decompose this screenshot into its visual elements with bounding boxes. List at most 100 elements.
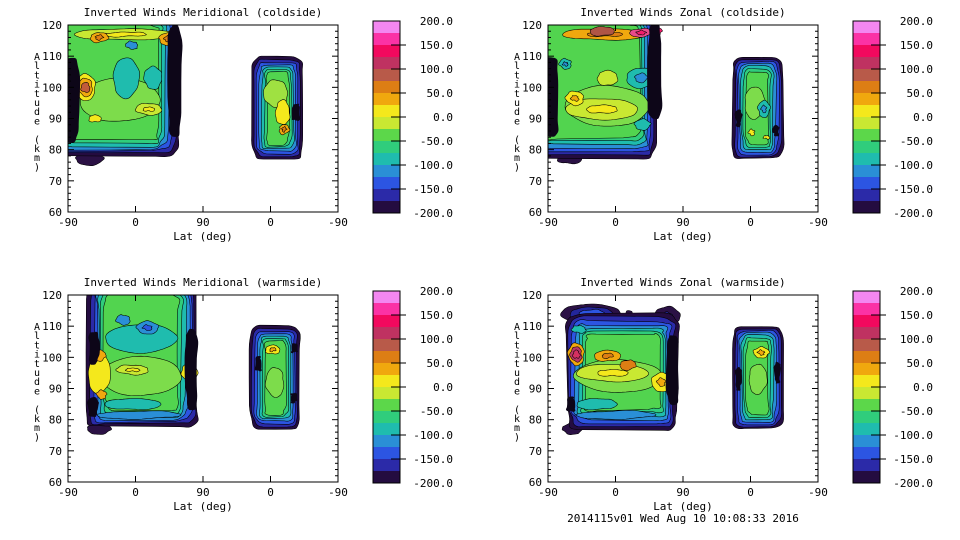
colorbar-label: 200.0 [420,15,453,28]
colorbar-label: -50.0 [900,135,933,148]
x-tick-label: 90 [676,486,689,499]
y-axis-label-char: i [34,350,40,361]
y-tick-label: 110 [522,50,542,63]
colorbar-label: 100.0 [900,63,933,76]
y-axis-label-char: u [34,98,40,109]
colorbar-band [373,423,400,435]
y-axis-label-char: d [34,107,40,118]
colorbar-label: 100.0 [420,333,453,346]
colorbar-band [853,165,880,177]
y-axis-label-char: d [34,377,40,388]
colorbar-band [853,69,880,81]
colorbar-label: 100.0 [420,63,453,76]
axes [547,24,819,213]
colorbar-band [373,33,400,45]
y-tick-label: 60 [529,476,542,489]
colorbar-band [373,459,400,471]
colorbar-label: -200.0 [893,477,933,490]
colorbar-label: -100.0 [893,159,933,172]
y-axis-label-char: k [34,144,40,155]
y-axis-label-char: m [34,423,40,434]
y-tick-label: 110 [522,320,542,333]
colorbar-band [853,153,880,165]
y-tick-label: 80 [49,414,62,427]
y-tick-label: 120 [522,289,542,302]
y-axis-label-char: i [34,80,40,91]
axes [67,294,339,483]
y-axis-label-char: u [514,98,520,109]
colorbar-band [853,471,880,483]
colorbar-label: 0.0 [433,381,453,394]
colorbar-band [373,69,400,81]
y-tick-label: 110 [42,320,62,333]
colorbar-label: -100.0 [413,429,453,442]
y-tick-label: 90 [529,383,542,396]
colorbar-label: 50.0 [907,87,934,100]
colorbar-band [373,375,400,387]
y-axis-label-char: t [514,359,520,370]
y-axis-label-char: i [514,80,520,91]
colorbar-label: 50.0 [907,357,934,370]
colorbar-band [853,375,880,387]
y-tick-label: 70 [49,175,62,188]
y-tick-label: 70 [529,445,542,458]
y-tick-label: 100 [42,351,62,364]
y-tick-label: 60 [49,206,62,219]
colorbar-band [853,327,880,339]
colorbar-band [373,201,400,213]
colorbar-label: -200.0 [893,207,933,220]
colorbar-label: 150.0 [900,309,933,322]
colorbar-label: 200.0 [420,285,453,298]
colorbar-band [373,351,400,363]
colorbar [852,290,886,484]
y-axis-label-char: e [34,116,40,127]
x-axis-label: Lat (deg) [173,230,233,243]
y-axis-label-char: t [34,340,40,351]
y-axis-label-char: A [34,52,40,63]
y-axis-label-char: m [514,153,520,164]
colorbar-label: -100.0 [893,429,933,442]
colorbar-band [853,435,880,447]
colorbar-label: 0.0 [913,381,933,394]
colorbar-band [853,303,880,315]
panel-title-meridional-coldside: Inverted Winds Meridional (coldside) [83,6,323,19]
colorbar-band [853,447,880,459]
colorbar-band [853,189,880,201]
y-axis-label-char: l [34,61,40,72]
x-tick-label: 0 [132,216,139,229]
colorbar-label: -50.0 [900,405,933,418]
colorbar-label: -150.0 [413,453,453,466]
y-axis-label-char: t [514,70,520,81]
colorbar-band [853,387,880,399]
colorbar-band [853,45,880,57]
y-axis-label-char: A [34,322,40,333]
x-tick-label: -90 [808,216,828,229]
x-tick-label: -90 [328,486,348,499]
colorbar-band [853,339,880,351]
x-tick-label: -90 [538,486,558,499]
contour-layer [548,25,785,165]
colorbar-band [373,471,400,483]
colorbar [372,20,406,214]
colorbar-label: -200.0 [413,207,453,220]
x-tick-label: 0 [267,216,274,229]
y-axis-label-char: m [514,423,520,434]
y-axis-label-char: ) [34,432,40,443]
colorbar-band [373,303,400,315]
y-axis-label-char: d [514,107,520,118]
y-tick-label: 60 [49,476,62,489]
colorbar-label: 50.0 [427,87,454,100]
contour-layer [68,25,303,166]
y-axis-label-char: t [514,340,520,351]
panel-title-zonal-warmside: Inverted Winds Zonal (warmside) [580,276,786,289]
colorbar-band [853,141,880,153]
colorbar-band [373,165,400,177]
colorbar-band [373,291,400,303]
y-axis-label-char: ( [514,405,520,416]
y-axis-label-char: e [34,386,40,397]
